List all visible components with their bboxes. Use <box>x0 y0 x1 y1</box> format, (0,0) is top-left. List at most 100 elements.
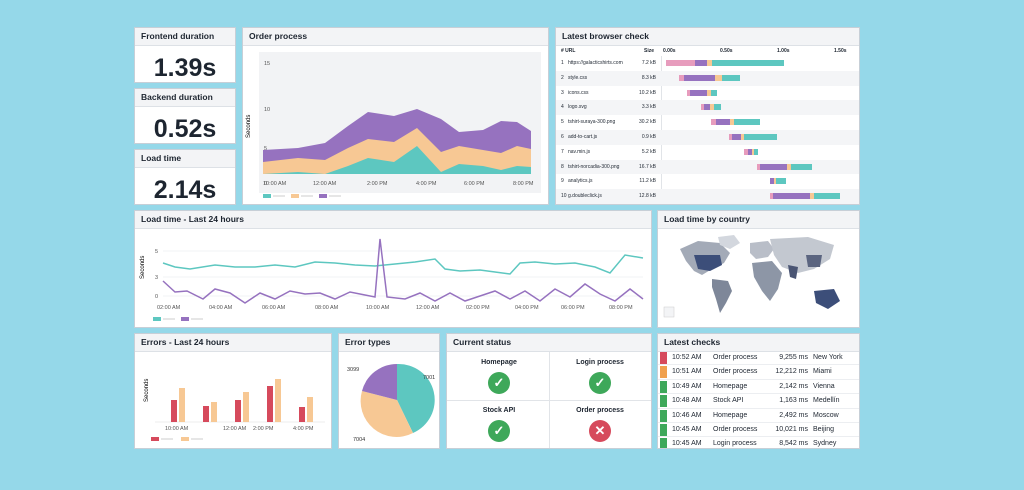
check-city: Moscow <box>813 411 839 419</box>
check-row[interactable]: 10:49 AM Homepage 2,142 ms Vienna <box>658 380 859 395</box>
errors-chart: Seconds 10:00 AM 12:00 AM 2:00 PM 4:00 P… <box>144 379 325 441</box>
check-duration: 1,163 ms <box>779 397 808 405</box>
x-tick: 02:00 PM <box>466 305 490 311</box>
waterfall-row[interactable]: 1 https://galacticshirts.com 7.2 kB <box>556 56 859 71</box>
row-index: 3 <box>561 89 564 96</box>
waterfall-row[interactable]: 8 tshirt-norcadia-300.png 16.7 kB <box>556 159 859 175</box>
kpi-frontend-duration: Frontend duration 1.39s <box>134 27 236 83</box>
status-homepage[interactable]: Homepage ✓ <box>449 352 549 400</box>
timing-bar <box>715 74 722 81</box>
waterfall-row[interactable]: 3 icons.css 10.2 kB <box>556 86 859 101</box>
check-name: Order process <box>713 354 758 361</box>
timing-bar <box>744 148 748 155</box>
pie-slice-7001 <box>397 363 435 433</box>
timing-bar <box>754 148 758 155</box>
legend-swatch-purple <box>319 194 327 198</box>
check-row[interactable]: 10:45 AM Login process 8,542 ms Sydney <box>658 437 859 448</box>
timing-bar <box>695 60 707 66</box>
x-tick: 08:00 AM <box>315 305 339 311</box>
divider <box>447 400 651 401</box>
check-icon: ✓ <box>488 372 510 394</box>
check-row[interactable]: 10:45 AM Order process 10,021 ms Beijing <box>658 423 859 438</box>
row-size: 3.3 kB <box>641 104 656 111</box>
errors-panel: Errors - Last 24 hours Seconds 10:00 AM … <box>134 333 332 449</box>
status-login-process[interactable]: Login process ✓ <box>550 352 650 400</box>
error-bar <box>275 379 281 422</box>
check-row[interactable]: 10:52 AM Order process 9,255 ms New York <box>658 351 859 366</box>
pie-label: 7001 <box>423 375 435 381</box>
check-time: 10:45 AM <box>672 440 702 448</box>
kpi-title: Frontend duration <box>135 28 235 46</box>
timing-bar <box>711 119 716 126</box>
timing-bar <box>760 163 787 170</box>
row-index: 4 <box>561 104 564 111</box>
waterfall-row[interactable]: 5 tshirt-suraya-300.png 30.2 kB <box>556 115 859 130</box>
waterfall-row[interactable]: 2 style.css 8.3 kB <box>556 70 859 86</box>
check-time: 10:46 AM <box>672 411 702 419</box>
check-row[interactable]: 10:48 AM Stock API 1,163 ms Medellín <box>658 394 859 409</box>
timing-bar <box>710 104 714 111</box>
check-icon: ✓ <box>488 420 510 442</box>
map-asia <box>770 237 834 273</box>
status-stock-api[interactable]: Stock API ✓ <box>449 400 549 448</box>
status-order-process[interactable]: Order process ✕ <box>550 400 650 448</box>
country-map-panel: Load time by country <box>657 210 860 328</box>
row-index: 5 <box>561 119 564 126</box>
waterfall-row[interactable]: 4 logo.svg 3.3 kB <box>556 100 859 116</box>
timing-bar <box>666 60 695 66</box>
x-tick: 04:00 AM <box>209 305 233 311</box>
y-tick: 3 <box>155 275 158 281</box>
check-name: Homepage <box>713 382 748 390</box>
waterfall-row[interactable]: 9 analytics.js 11.2 kB <box>556 174 859 189</box>
zoom-control[interactable] <box>663 306 675 318</box>
check-city: Sydney <box>813 440 837 448</box>
error-bar <box>211 402 217 422</box>
legend-label <box>301 195 313 197</box>
legend-swatch-purple <box>181 317 189 321</box>
timing-bar <box>776 178 786 185</box>
current-status-panel: Current status Homepage ✓ Login process … <box>446 333 652 449</box>
check-row[interactable]: 10:46 AM Homepage 2,492 ms Moscow <box>658 409 859 423</box>
timing-bar <box>810 193 814 200</box>
waterfall-row[interactable]: 10 g.doubleclick.js 12.8 kB <box>556 189 859 204</box>
timing-bar <box>707 89 711 96</box>
check-name: Stock API <box>713 397 744 405</box>
latest-checks-panel: Latest checks 10:52 AM Order process 9,2… <box>657 333 860 449</box>
row-size: 30.2 kB <box>639 119 656 126</box>
error-x-icon: ✕ <box>589 420 611 442</box>
check-city: Miami <box>813 368 832 376</box>
series-line-teal <box>162 254 644 275</box>
waterfall-row[interactable]: 7 nav.min.js 5.2 kB <box>556 145 859 160</box>
status-flag <box>660 352 667 364</box>
x-tick: 2:00 PM <box>253 426 274 432</box>
legend-swatch-orange <box>181 437 189 441</box>
legend-label <box>191 318 203 320</box>
x-tick: 4:00 PM <box>416 181 437 187</box>
error-bar <box>179 388 185 422</box>
size-header: Size <box>644 48 655 54</box>
x-tick: 2:00 PM <box>367 181 388 187</box>
check-time: 10:45 AM <box>672 426 702 433</box>
check-row[interactable]: 10:51 AM Order process 12,212 ms Miami <box>658 365 859 380</box>
x-tick: 10:00 AM <box>165 426 189 432</box>
row-index: 9 <box>561 178 564 185</box>
y-axis-label: Seconds <box>140 256 146 279</box>
y-tick: 5 <box>155 249 158 255</box>
timing-bar <box>722 74 740 81</box>
row-index: 2 <box>561 74 564 81</box>
timing-bar <box>734 119 760 126</box>
y-tick: 5 <box>264 146 267 152</box>
pie-slice-3099 <box>362 363 397 400</box>
x-tick: 06:00 PM <box>561 305 585 311</box>
time-tick: 0.50s <box>720 48 733 54</box>
order-process-chart: Seconds 15 10 5 0 10:00 AM 12:00 AM 2:00… <box>246 52 541 198</box>
panel-title: Latest browser check <box>556 28 859 46</box>
status-flag <box>660 395 667 408</box>
check-icon: ✓ <box>589 372 611 394</box>
panel-title: Latest checks <box>658 334 859 352</box>
panel-title: Load time by country <box>658 211 859 229</box>
map-china <box>806 255 822 267</box>
timing-bar <box>741 134 744 140</box>
waterfall-row[interactable]: 6 add-to-cart.js 0.9 kB <box>556 130 859 145</box>
row-index: 6 <box>561 134 564 140</box>
